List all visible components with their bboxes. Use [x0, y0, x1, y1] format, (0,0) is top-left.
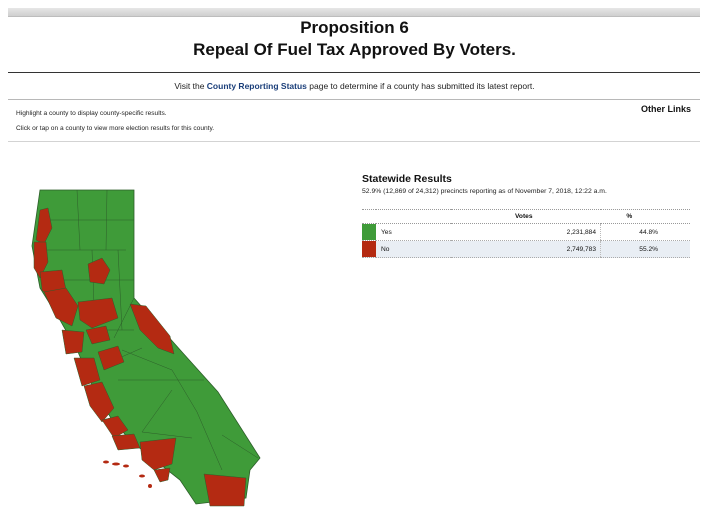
county-sonoma-marin [43, 287, 79, 327]
result-row-no: No 2,749,783 55.2% [362, 240, 690, 258]
results-header-row: Votes % [362, 209, 690, 224]
county-los-angeles [139, 437, 177, 471]
county-humboldt-coast [33, 241, 49, 279]
result-votes: 2,749,783 [451, 240, 601, 258]
county-del-norte [35, 207, 53, 245]
county-imperial [203, 473, 247, 507]
page-subtitle: Repeal Of Fuel Tax Approved By Voters. [193, 40, 516, 59]
instruction-highlight: Highlight a county to display county-spe… [16, 110, 167, 117]
statewide-results-title: Statewide Results [362, 173, 452, 185]
county-santa-barbara [111, 433, 141, 451]
no-counties [33, 207, 247, 507]
county-stanislaus [97, 345, 125, 371]
result-label: Yes [376, 223, 451, 241]
no-color-swatch [362, 241, 376, 257]
divider [8, 99, 700, 100]
instruction-click: Click or tap on a county to view more el… [16, 125, 215, 132]
page-title: Proposition 6 [300, 18, 409, 37]
county-san-luis-obispo [101, 415, 129, 439]
other-links-button[interactable]: Other Links [640, 104, 691, 114]
yes-color-swatch [362, 224, 376, 240]
county-alpine-mono [129, 303, 175, 355]
precincts-reporting: 52.9% (12,869 of 24,312) precincts repor… [362, 188, 607, 195]
county-monterey [83, 381, 115, 423]
county-santa-clara [73, 357, 101, 387]
result-label: No [376, 240, 451, 258]
county-map[interactable] [22, 180, 274, 510]
notice-suffix: page to determine if a county has submit… [306, 81, 535, 91]
results-table: Votes % Yes 2,231,884 44.8% No 2,749,783… [362, 209, 690, 258]
result-percent: 55.2% [600, 240, 690, 258]
votes-column-header: Votes [451, 209, 601, 224]
county-shasta [87, 257, 111, 285]
divider [8, 141, 700, 142]
reporting-notice: Visit the County Reporting Status page t… [0, 81, 709, 91]
channel-islands [103, 460, 152, 488]
county-placer-eldorado [77, 297, 119, 329]
county-sacramento [85, 325, 111, 345]
result-percent: 44.8% [600, 223, 690, 241]
top-bar [8, 8, 700, 17]
result-row-yes: Yes 2,231,884 44.8% [362, 223, 690, 241]
county-bay-area [61, 329, 85, 355]
county-reporting-status-link[interactable]: County Reporting Status [206, 81, 307, 91]
county-orange [153, 467, 171, 483]
divider [8, 72, 700, 73]
notice-prefix: Visit the [174, 81, 207, 91]
percent-column-header: % [600, 209, 690, 224]
result-votes: 2,231,884 [451, 223, 601, 241]
